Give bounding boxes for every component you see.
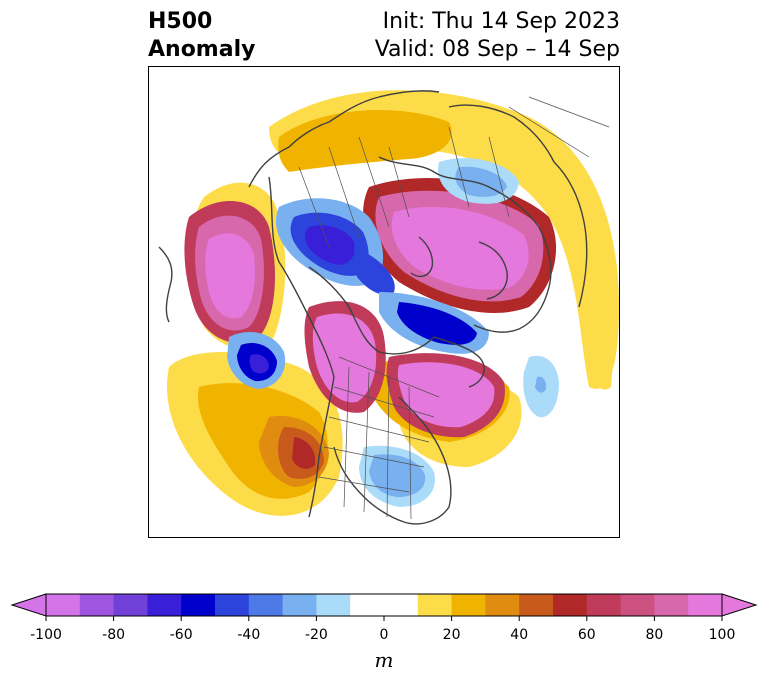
colorbar-tick-label: -20 — [305, 627, 328, 643]
colorbar-cell — [384, 594, 419, 616]
colorbar-tick-label: 80 — [645, 627, 663, 643]
colorbar-tick-label: 40 — [510, 627, 528, 643]
title-field: Anomaly — [148, 37, 256, 62]
colorbar-cell — [215, 594, 250, 616]
title-init: Init: Thu 14 Sep 2023 — [382, 9, 620, 34]
colorbar-cell — [350, 594, 385, 616]
colorbar-cells — [46, 594, 723, 616]
colorbar-cell — [113, 594, 148, 616]
colorbar-tick-label: 100 — [709, 627, 736, 643]
colorbar-cell — [688, 594, 723, 616]
colorbar-cell — [485, 594, 520, 616]
anomaly-map — [158, 90, 619, 525]
title-left: H500 Anomaly — [148, 8, 255, 64]
colorbar-tick-label: 20 — [443, 627, 461, 643]
colorbar-tick-label: 0 — [380, 627, 389, 643]
colorbar-cell — [620, 594, 655, 616]
coastlines — [158, 90, 588, 525]
title-valid: Valid: 08 Sep – 14 Sep — [374, 37, 620, 62]
colorbar-cell — [553, 594, 588, 616]
colorbar: -100 -80 -60 -40 -20 0 20 40 60 80 100 m — [10, 593, 758, 672]
negative-anomaly-regions — [227, 158, 559, 507]
colorbar-cell — [519, 594, 554, 616]
colorbar-cell — [147, 594, 182, 616]
title-right: Init: Thu 14 Sep 2023 Valid: 08 Sep – 14… — [375, 8, 620, 64]
colorbar-tick-label: -60 — [170, 627, 193, 643]
colorbar-cell — [417, 594, 453, 616]
colorbar-ticks: -100 -80 -60 -40 -20 0 20 40 60 80 100 — [30, 616, 735, 643]
colorbar-cell — [654, 594, 689, 616]
colorbar-cell — [46, 594, 81, 616]
colorbar-cell — [282, 594, 317, 616]
colorbar-cell — [181, 594, 216, 616]
political-borders — [298, 96, 610, 520]
colorbar-extend-low-arrow — [10, 593, 47, 617]
title-variable: H500 — [148, 9, 213, 34]
colorbar-tick-label: -80 — [102, 627, 125, 643]
colorbar-tick-label: -100 — [30, 627, 62, 643]
colorbar-extend-high-arrow — [721, 593, 758, 617]
map-panel — [148, 66, 620, 538]
colorbar-tick-label: 60 — [578, 627, 596, 643]
colorbar-cell — [79, 594, 115, 616]
colorbar-cell — [316, 594, 351, 616]
colorbar-cell — [248, 594, 284, 616]
colorbar-cell — [586, 594, 622, 616]
colorbar-cell — [451, 594, 486, 616]
colorbar-unit-label: m — [375, 648, 394, 672]
colorbar-tick-label: -40 — [237, 627, 260, 643]
